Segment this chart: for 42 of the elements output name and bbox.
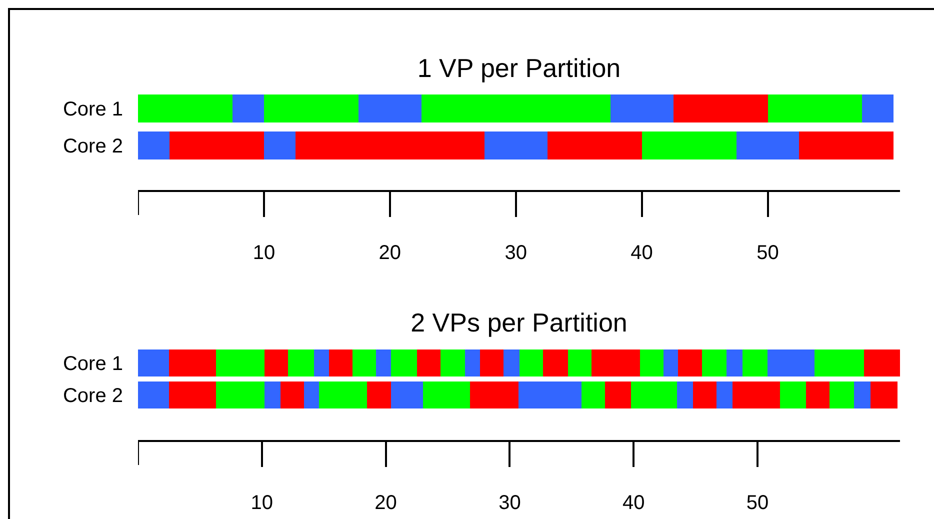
bar [138,349,169,377]
x-tick-label: 50 [756,242,779,264]
bar [605,381,632,409]
bar [390,349,417,377]
x-tick-label: 20 [374,492,397,514]
bar [168,349,216,377]
bar [767,349,815,377]
bar [216,349,264,377]
y-tick-label: Core 2 [62,385,123,408]
bar [732,381,780,409]
bar [864,349,900,377]
bar [480,349,504,377]
bar [543,349,568,377]
bar [742,349,768,377]
x-tick-label: 40 [622,492,645,514]
chart-title: 1 VP per Partition [417,53,621,84]
x-tick-label: 10 [250,492,274,514]
x-tick-label: 30 [498,492,521,514]
x-tick-label: 40 [630,242,653,264]
bar [422,381,470,409]
bar [138,381,169,409]
bar [314,349,329,377]
x-tick-label: 50 [746,492,769,514]
y-tick-label: Core 1 [62,98,123,121]
bar [814,349,864,377]
x-tick-label: 30 [504,242,527,264]
bar [168,381,216,409]
bar [376,349,391,377]
y-tick-label: Core 2 [62,136,123,158]
bar [693,381,717,409]
bar [780,381,806,409]
bar [304,381,319,409]
bar [216,381,264,409]
chart-title: 2 VPs per Partition [410,307,628,338]
x-tick-label: 20 [378,242,402,264]
bar [640,349,664,377]
bar [390,381,423,409]
y-tick-label: Core 1 [62,353,123,376]
bar [416,349,440,377]
bar [591,349,640,377]
x-tick-label: 10 [252,242,276,264]
bar [470,381,518,409]
